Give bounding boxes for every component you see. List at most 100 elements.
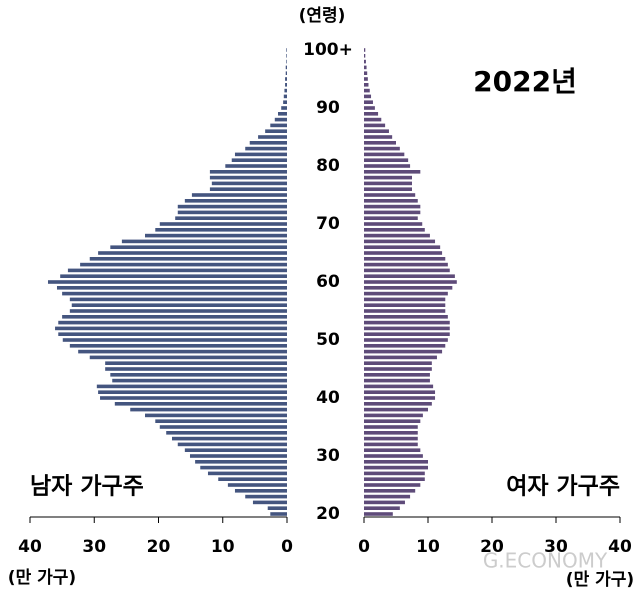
bar <box>200 465 287 470</box>
bar <box>364 77 368 81</box>
bar <box>364 326 450 331</box>
bar <box>364 216 418 220</box>
bar <box>171 436 287 441</box>
bar <box>364 384 434 389</box>
y-tick-label: 40 <box>316 388 340 408</box>
bar <box>96 384 287 389</box>
bar <box>155 228 287 232</box>
bar <box>364 94 372 99</box>
bar <box>364 454 423 458</box>
bar <box>364 233 430 238</box>
bar <box>58 332 287 336</box>
x-axis-label: (만 가구) <box>566 570 634 590</box>
bar <box>364 349 443 354</box>
bar <box>69 309 288 313</box>
bar <box>364 471 425 476</box>
x-tick-label: 20 <box>480 537 504 557</box>
bar <box>55 326 288 331</box>
bar <box>274 117 287 122</box>
bar <box>89 257 287 261</box>
bar <box>177 204 287 209</box>
bar <box>191 193 287 197</box>
x-tick-label: 40 <box>18 537 42 557</box>
bar <box>267 506 287 510</box>
bar <box>364 204 421 209</box>
y-tick-label: 30 <box>316 446 340 466</box>
bar <box>62 315 287 319</box>
x-tick-label: 0 <box>358 537 370 557</box>
bar <box>175 216 287 220</box>
bar <box>364 146 400 151</box>
bar <box>285 71 287 75</box>
bar <box>114 402 287 406</box>
bar <box>364 303 446 307</box>
bar <box>207 471 287 476</box>
y-tick-label: 100+ <box>303 40 353 60</box>
bar <box>364 123 386 128</box>
bar <box>286 54 287 58</box>
bar <box>245 494 287 499</box>
bar <box>283 100 287 104</box>
bar <box>364 112 379 116</box>
bar <box>364 378 430 383</box>
bar <box>130 407 287 412</box>
bar <box>364 465 428 470</box>
bar <box>283 94 287 99</box>
bar <box>364 262 448 267</box>
bar <box>364 193 416 197</box>
bar <box>364 59 366 64</box>
bar <box>364 228 425 232</box>
bar <box>98 251 287 255</box>
bar <box>364 436 418 441</box>
bar <box>364 83 369 87</box>
bar <box>60 274 288 278</box>
bar <box>265 129 287 133</box>
bar <box>364 512 393 516</box>
bar <box>364 280 457 284</box>
bar <box>364 477 425 481</box>
x-tick-label: 40 <box>608 537 632 557</box>
bar <box>364 402 432 406</box>
x-tick-label: 20 <box>147 537 171 557</box>
bar <box>249 141 287 145</box>
bar <box>189 454 287 458</box>
bar <box>285 83 287 87</box>
bar <box>364 413 423 418</box>
y-tick-label: 50 <box>316 330 340 350</box>
bar <box>364 315 448 319</box>
bar <box>364 164 411 168</box>
bar <box>364 135 393 139</box>
bar <box>69 344 288 348</box>
bar <box>270 512 287 516</box>
legend-label: 남자 가구주 <box>30 474 144 500</box>
bar <box>286 48 287 52</box>
bar <box>62 291 287 296</box>
bar <box>227 483 287 487</box>
bar <box>98 390 287 394</box>
bar <box>80 262 288 267</box>
bar <box>225 164 287 168</box>
bar <box>89 355 287 360</box>
bar <box>105 367 287 371</box>
bar <box>285 77 287 81</box>
bar <box>364 268 450 273</box>
bar <box>364 170 421 174</box>
bar <box>364 175 412 180</box>
y-tick-label: 80 <box>316 156 340 176</box>
bar <box>364 373 430 377</box>
bar <box>284 88 287 93</box>
bar <box>245 146 287 151</box>
bar <box>364 506 400 510</box>
bar <box>364 419 421 423</box>
y-tick-label: 60 <box>316 272 340 292</box>
bar <box>69 297 288 302</box>
bar <box>364 100 373 104</box>
bar <box>364 48 366 52</box>
bar <box>209 170 287 174</box>
bar <box>58 320 287 325</box>
bar <box>281 106 287 110</box>
x-tick-label: 0 <box>281 537 293 557</box>
bar <box>364 152 405 157</box>
